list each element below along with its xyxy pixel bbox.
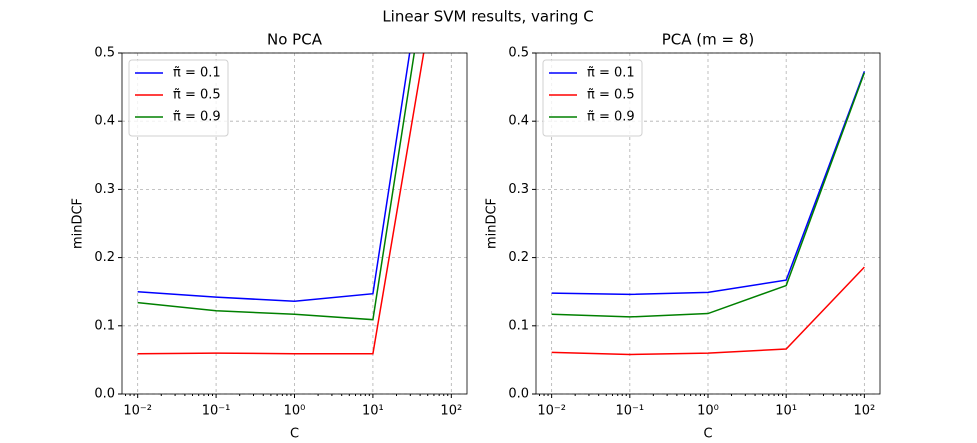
x-tick-label: 10⁰ xyxy=(697,404,719,419)
legend-label: π̃ = 0.9 xyxy=(173,110,221,125)
y-axis-label: minDCF xyxy=(71,198,86,249)
x-tick-label: 10¹ xyxy=(362,404,384,419)
y-tick-label: 0.2 xyxy=(94,250,115,265)
y-tick-label: 0.0 xyxy=(94,387,115,402)
x-tick-label: 10² xyxy=(440,404,462,419)
line-series xyxy=(551,72,866,318)
y-tick-label: 0.3 xyxy=(94,182,115,197)
y-tick-label: 0.3 xyxy=(508,182,529,197)
figure-title: Linear SVM results, varing C xyxy=(382,8,593,26)
y-tick-label: 0.0 xyxy=(508,387,529,402)
x-tick-label: 10⁻¹ xyxy=(202,404,231,419)
x-axis-label: C xyxy=(290,427,299,442)
y-tick-label: 0.4 xyxy=(94,114,115,129)
line-series xyxy=(551,71,866,296)
legend-label: π̃ = 0.1 xyxy=(173,66,221,81)
x-tick-label: 10² xyxy=(853,404,875,419)
y-axis-label: minDCF xyxy=(485,198,500,249)
y-tick-label: 0.4 xyxy=(508,114,529,129)
y-tick-label: 0.1 xyxy=(94,318,115,333)
axes-frame xyxy=(121,52,468,395)
x-tick-label: 10⁻² xyxy=(123,404,152,419)
x-axis-label: C xyxy=(703,427,712,442)
line-series xyxy=(137,53,411,302)
axes-title: No PCA xyxy=(267,31,323,49)
legend-label: π̃ = 0.5 xyxy=(587,88,635,103)
y-tick-label: 0.2 xyxy=(508,250,529,265)
x-tick-label: 10⁻¹ xyxy=(616,404,645,419)
legend-label: π̃ = 0.1 xyxy=(587,66,635,81)
line-series xyxy=(137,53,416,321)
y-tick-label: 0.5 xyxy=(94,46,115,61)
x-tick-label: 10¹ xyxy=(775,404,797,419)
x-tick-label: 10⁰ xyxy=(284,404,306,419)
legend-label: π̃ = 0.9 xyxy=(587,110,635,125)
y-tick-label: 0.5 xyxy=(508,46,529,61)
x-tick-label: 10⁻² xyxy=(537,404,566,419)
legend-label: π̃ = 0.5 xyxy=(173,88,221,103)
line-series xyxy=(551,266,865,356)
y-tick-label: 0.1 xyxy=(508,318,529,333)
axes-frame xyxy=(535,52,881,395)
line-series xyxy=(137,53,425,355)
axes-title: PCA (m = 8) xyxy=(662,31,755,49)
